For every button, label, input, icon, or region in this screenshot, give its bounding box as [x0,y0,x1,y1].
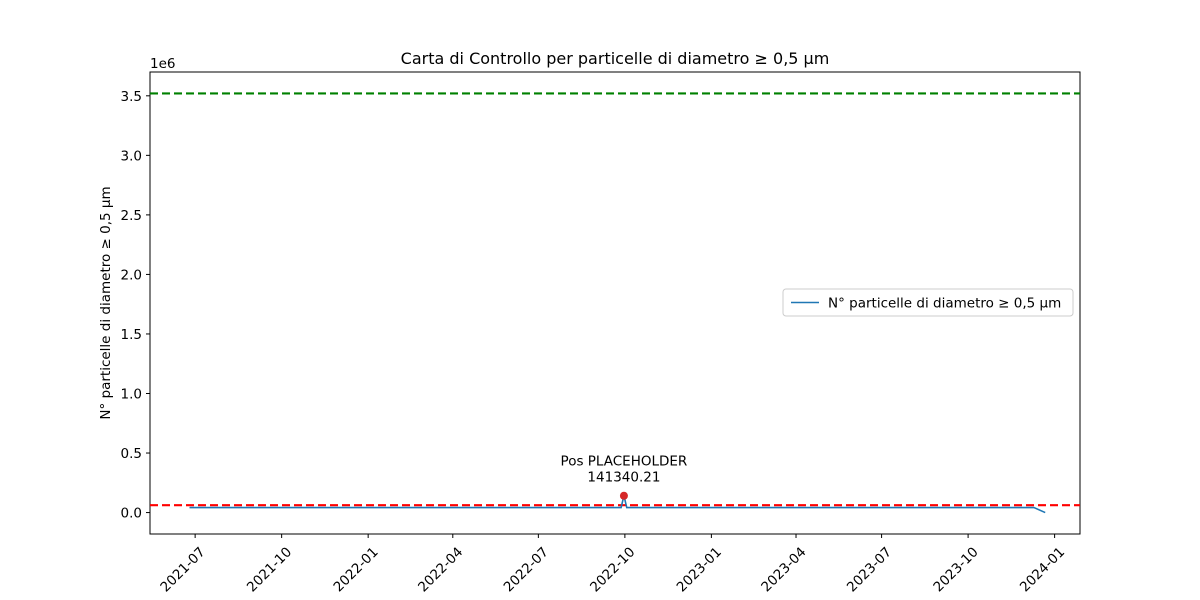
y-tick-label: 1.5 [121,327,142,343]
highlight-point [619,491,628,500]
axes-frame [149,71,1081,535]
y-tick-label: 1.0 [121,386,142,402]
legend-box [782,288,1074,317]
y-tick-label: 3.5 [121,89,142,105]
annotation-value: 141340.21 [587,470,660,486]
y-tick-label: 2.5 [121,208,142,224]
y-tick-label: 2.0 [121,267,142,283]
y-axis-label: N° particelle di diametro ≥ 0,5 µm [98,186,114,419]
chart-title: Carta di Controllo per particelle di dia… [401,49,830,68]
y-scale-label: 1e6 [150,56,175,72]
series-line [189,495,1046,514]
y-tick-label: 3.0 [121,148,142,164]
annotation-label: Pos PLACEHOLDER [561,454,688,470]
y-tick-label: 0.5 [121,446,142,462]
y-tick-label: 0.0 [121,506,142,522]
legend-entry: N° particelle di diametro ≥ 0,5 µm [828,296,1061,312]
